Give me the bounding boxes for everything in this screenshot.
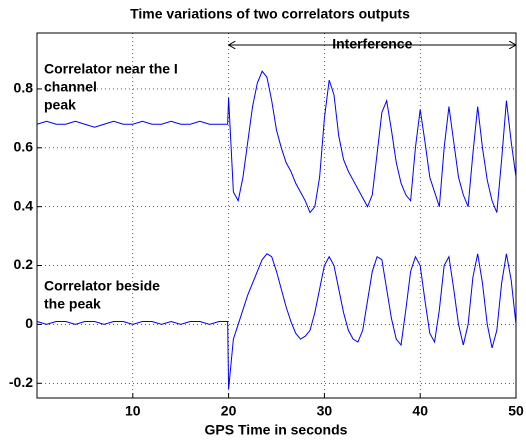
y-tick-label: 0.6 [14,139,34,155]
y-tick-label: -0.2 [9,374,33,390]
x-tick-label: 50 [508,403,524,419]
annotation: Correlator near the I [44,61,178,77]
annotation: the peak [44,296,101,312]
y-tick-label: 0.4 [14,197,34,213]
x-tick-label: 10 [125,403,141,419]
x-tick-label: 30 [317,403,333,419]
series-line [36,253,517,390]
annotation: peak [44,97,76,113]
y-tick-label: 0.2 [14,256,34,272]
span-label: Interference [332,36,412,52]
y-tick-label: 0 [25,315,33,331]
x-axis-label: GPS Time in seconds [205,422,348,438]
chart-title: Time variations of two correlators outpu… [130,6,410,22]
annotation: Correlator beside [44,278,160,294]
series-line [36,70,517,214]
x-tick-label: 20 [221,403,237,419]
plot-frame [36,32,517,399]
annotation: channel [44,79,97,95]
y-tick-label: 0.8 [14,80,34,96]
x-tick-label: 40 [412,403,428,419]
